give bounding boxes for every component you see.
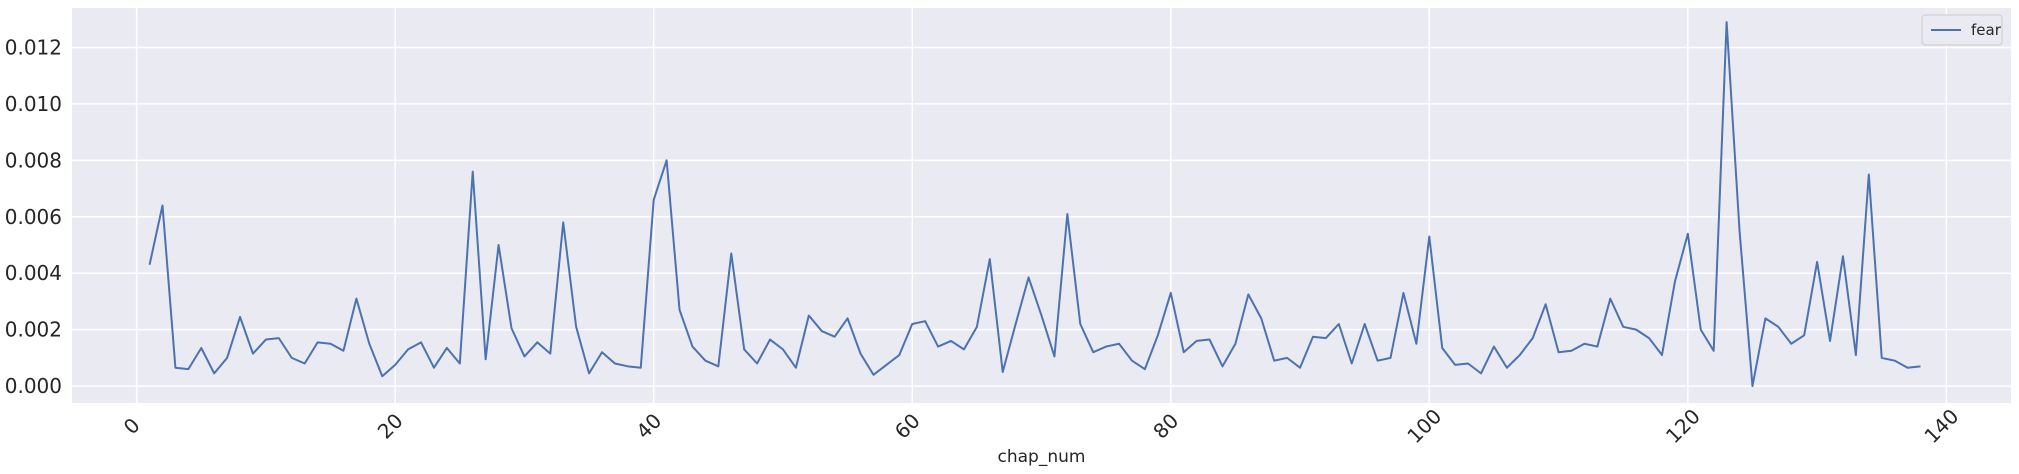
y-tick-label: 0.002 [5,318,62,342]
y-tick-label: 0.000 [5,374,62,398]
x-tick-label: 140 [1919,404,1963,448]
x-tick-label: 0 [119,413,145,439]
legend-box [1921,14,2003,46]
x-tick-label: 20 [373,409,408,444]
legend-label-fear: fear [1971,21,2002,39]
legend: fear [1921,14,2003,46]
series-line-fear [148,21,1921,388]
grid-lines [72,8,2011,403]
y-tick-labels: 0.000 0.002 0.004 0.006 0.008 0.010 0.012 [5,36,62,399]
y-tick-label: 0.010 [5,92,62,116]
y-tick-label: 0.004 [5,261,62,285]
x-tick-label: 60 [890,409,925,444]
y-tick-label: 0.006 [5,205,62,229]
x-tick-label: 80 [1148,409,1183,444]
series-group [148,21,1921,388]
x-tick-label: 100 [1402,404,1446,448]
y-tick-label: 0.012 [5,36,62,60]
x-tick-label: 40 [631,409,666,444]
x-tick-labels: 0 20 40 60 80 100 120 140 [119,404,1964,448]
y-tick-label: 0.008 [5,148,62,172]
x-tick-label: 120 [1661,404,1705,448]
x-axis-label: chap_num [998,447,1086,467]
